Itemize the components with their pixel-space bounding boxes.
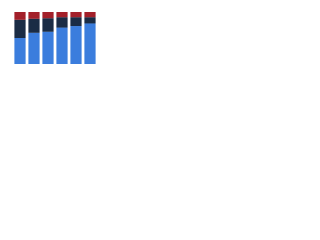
bar-segment bbox=[14, 19, 26, 38]
bar-segment bbox=[56, 17, 68, 28]
bar-segment bbox=[42, 12, 54, 19]
chart bbox=[14, 12, 96, 65]
bar-segment bbox=[42, 31, 54, 64]
bar-segment bbox=[56, 12, 68, 18]
bar-segment bbox=[28, 12, 40, 19]
bar-segment bbox=[70, 12, 82, 18]
bar-segment bbox=[70, 17, 82, 27]
bar-segment bbox=[14, 12, 26, 20]
bar-segment bbox=[28, 18, 40, 33]
bar-segment bbox=[70, 26, 82, 64]
bar-segment bbox=[28, 32, 40, 64]
bar-segment bbox=[56, 27, 68, 65]
bar-segment bbox=[42, 18, 54, 32]
bar-segment bbox=[14, 38, 26, 64]
bar-segment bbox=[84, 23, 96, 64]
bar-segment bbox=[84, 17, 96, 24]
bar-segment bbox=[84, 12, 96, 18]
